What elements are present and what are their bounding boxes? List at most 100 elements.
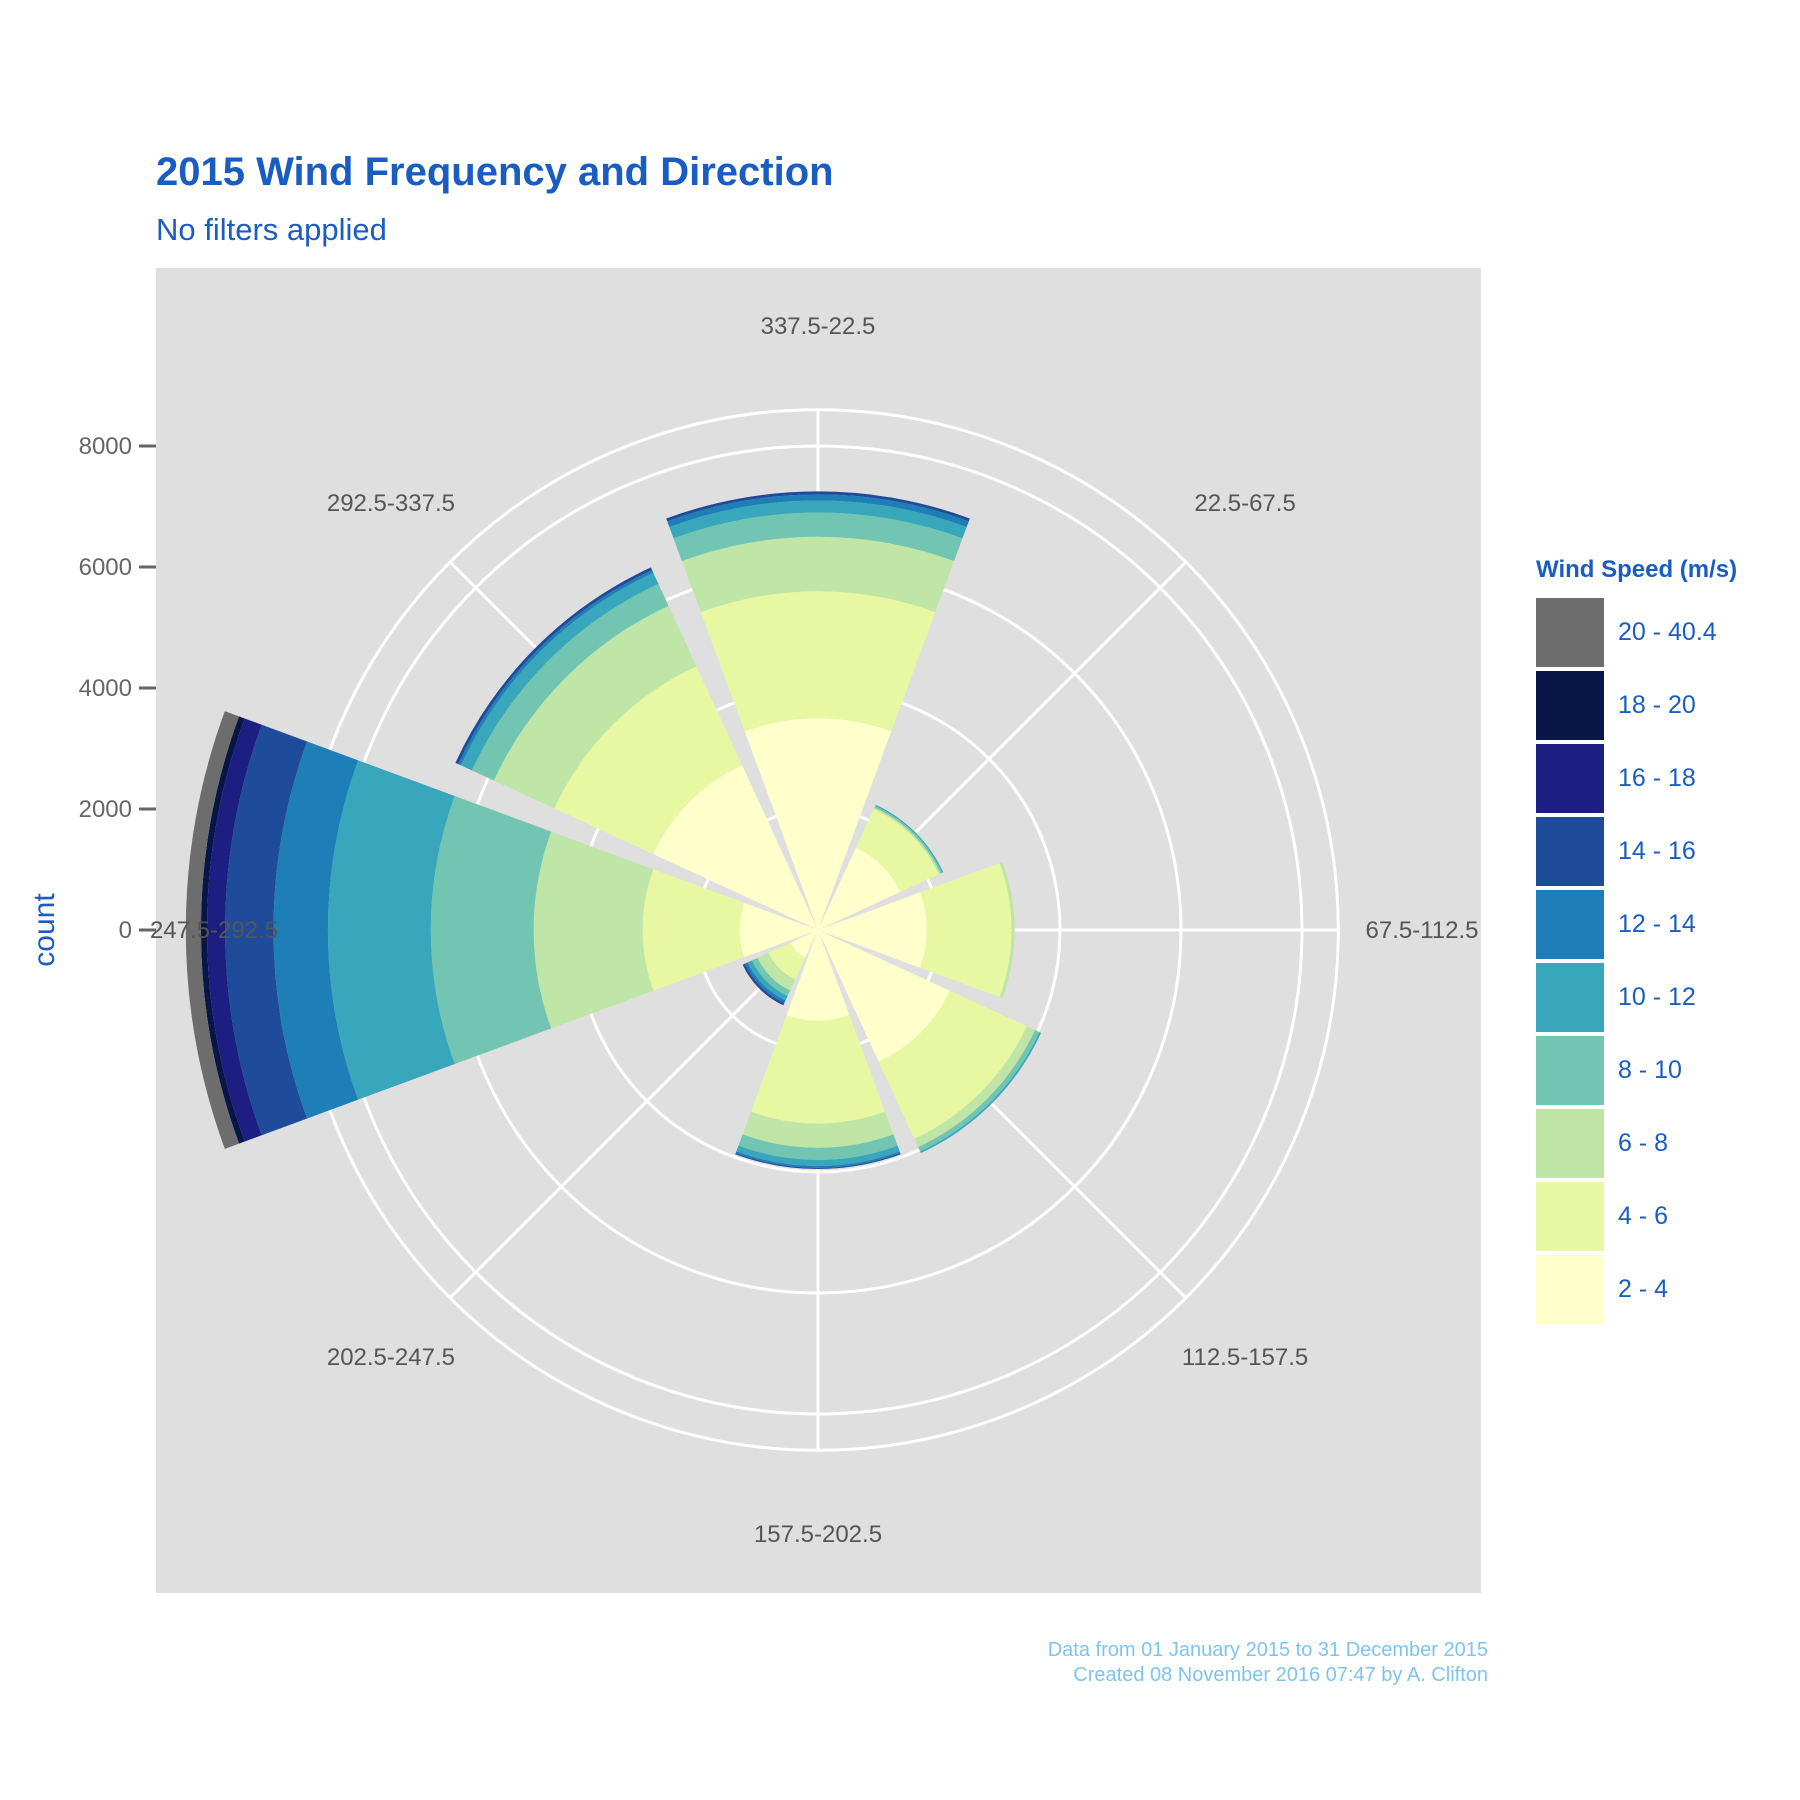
legend-label: 14 - 16 xyxy=(1618,837,1696,865)
bars-layer xyxy=(185,491,1042,1169)
bar-segment-157.5-202.5-6-8 xyxy=(742,1111,894,1148)
legend-label: 18 - 20 xyxy=(1618,691,1696,719)
legend-swatch xyxy=(1536,1255,1606,1324)
bar-segment-247.5-292.5-10-12 xyxy=(327,760,455,1100)
y-tick-label: 4000 xyxy=(79,675,132,702)
legend-item: 14 - 16 xyxy=(1536,815,1737,888)
legend-swatch xyxy=(1536,817,1606,886)
bar-segment-67.5-112.5-4-6 xyxy=(920,862,1012,998)
bar-segment-337.5-22.5-10-12 xyxy=(669,500,967,539)
legend-items: 20 - 40.4 18 - 20 16 - 18 14 - 16 12 - 14 10 … xyxy=(1536,596,1737,1326)
legend-label: 4 - 6 xyxy=(1618,1202,1669,1230)
bar-segment-112.5-157.5-2-4 xyxy=(818,930,950,1062)
legend-label: 6 - 8 xyxy=(1618,1129,1669,1157)
direction-labels: 337.5-22.5 22.5-67.5 67.5-112.5 112.5-157.5… xyxy=(150,313,1479,1548)
y-tick-label: 0 xyxy=(119,917,132,944)
bar-segment-22.5-67.5-2-4 xyxy=(818,847,901,930)
direction-label: 67.5-112.5 xyxy=(1366,917,1479,944)
direction-label: 157.5-202.5 xyxy=(754,1521,882,1548)
bar-segment-157.5-202.5-2-4 xyxy=(786,930,850,1021)
bar-segment-157.5-202.5-8-10 xyxy=(738,1134,898,1160)
bar-segment-157.5-202.5-12-14 xyxy=(735,1151,901,1168)
direction-label: 247.5-292.5 xyxy=(150,917,278,944)
bar-segment-247.5-292.5-12-14 xyxy=(273,741,359,1119)
bar-segment-202.5-247.5-2-4 xyxy=(790,930,818,958)
legend-item: 6 - 8 xyxy=(1536,1107,1737,1180)
bar-segment-157.5-202.5-14-16 xyxy=(735,1153,901,1169)
legend-label: 2 - 4 xyxy=(1618,1275,1669,1303)
bar-segment-247.5-292.5-8-10 xyxy=(430,795,552,1065)
bar-segment-22.5-67.5-4-6 xyxy=(855,809,939,893)
bar-segment-202.5-247.5-6-8 xyxy=(757,952,796,991)
bar-segment-247.5-292.5-6-8 xyxy=(533,831,654,1029)
bar-segment-292.5-337.5-10-12 xyxy=(460,572,659,771)
bar-segment-292.5-337.5-4-6 xyxy=(554,666,743,855)
legend-swatch xyxy=(1536,744,1606,813)
caption-line-2: Created 08 November 2016 07:47 by A. Cli… xyxy=(1073,1664,1488,1686)
bar-segment-337.5-22.5-6-8 xyxy=(681,536,955,613)
legend-swatch xyxy=(1536,1182,1606,1251)
legend-swatch xyxy=(1536,671,1606,740)
bar-segment-112.5-157.5-4-6 xyxy=(878,990,1027,1139)
legend-item: 20 - 40.4 xyxy=(1536,596,1737,669)
direction-label: 202.5-247.5 xyxy=(327,1344,455,1371)
bar-segment-202.5-247.5-12-14 xyxy=(744,962,786,1004)
chart-subtitle: No filters applied xyxy=(156,212,387,247)
y-axis: 0 2000 4000 6000 8000 xyxy=(79,433,156,944)
legend-item: 2 - 4 xyxy=(1536,1253,1737,1326)
legend-swatch xyxy=(1536,1109,1606,1178)
bar-segment-292.5-337.5-6-8 xyxy=(493,605,697,809)
legend-swatch xyxy=(1536,963,1606,1032)
legend-item: 12 - 14 xyxy=(1536,888,1737,961)
bar-segment-247.5-292.5-2-4 xyxy=(739,902,818,958)
legend-title: Wind Speed (m/s) xyxy=(1536,556,1738,583)
bar-segment-292.5-337.5-2-4 xyxy=(653,765,818,930)
legend-item: 8 - 10 xyxy=(1536,1034,1737,1107)
caption-line-1: Data from 01 January 2015 to 31 December… xyxy=(1047,1639,1488,1661)
bar-segment-202.5-247.5-4-6 xyxy=(768,942,806,980)
bar-segment-292.5-337.5-8-10 xyxy=(471,583,669,781)
legend-label: 20 - 40.4 xyxy=(1618,618,1717,646)
bar-segment-202.5-247.5-10-12 xyxy=(747,960,788,1001)
bar-segment-247.5-292.5-14-16 xyxy=(225,724,308,1136)
bar-segment-157.5-202.5-4-6 xyxy=(750,1015,886,1124)
grid-spoke xyxy=(449,928,820,1299)
chart-title: 2015 Wind Frequency and Direction xyxy=(156,150,834,194)
bar-segment-247.5-292.5-4-6 xyxy=(642,869,745,991)
bar-segment-67.5-112.5-2-4 xyxy=(818,892,927,968)
bar-segment-247.5-292.5-18-20 xyxy=(200,716,245,1144)
direction-label: 112.5-157.5 xyxy=(1182,1344,1308,1371)
caption: Data from 01 January 2015 to 31 December… xyxy=(1048,1638,1488,1688)
legend-label: 10 - 12 xyxy=(1618,983,1696,1011)
y-tick-label: 2000 xyxy=(79,796,132,823)
legend-swatch xyxy=(1536,1036,1606,1105)
bar-segment-67.5-112.5-6-8 xyxy=(999,861,1015,999)
legend-swatch xyxy=(1536,890,1606,959)
bar-segment-337.5-22.5-8-10 xyxy=(673,512,963,562)
direction-label: 337.5-22.5 xyxy=(761,313,876,340)
legend-label: 16 - 18 xyxy=(1618,764,1696,792)
bar-segment-202.5-247.5-8-10 xyxy=(752,957,791,996)
direction-label: 22.5-67.5 xyxy=(1194,490,1295,517)
y-tick-label: 6000 xyxy=(79,554,132,581)
bar-segment-247.5-292.5-20-40.4 xyxy=(185,711,240,1149)
y-tick-label: 8000 xyxy=(79,433,132,460)
legend-item: 16 - 18 xyxy=(1536,742,1737,815)
bar-segment-337.5-22.5-4-6 xyxy=(700,591,936,732)
legend-swatch xyxy=(1536,598,1606,667)
bar-segment-337.5-22.5-2-4 xyxy=(744,718,892,930)
legend-item: 10 - 12 xyxy=(1536,961,1737,1034)
legend-item: 4 - 6 xyxy=(1536,1180,1737,1253)
legend-label: 8 - 10 xyxy=(1618,1056,1682,1084)
legend-label: 12 - 14 xyxy=(1618,910,1696,938)
bar-segment-337.5-22.5-12-14 xyxy=(667,494,969,527)
legend-item: 18 - 20 xyxy=(1536,669,1737,742)
y-axis-label: count xyxy=(28,893,61,967)
bar-segment-157.5-202.5-10-12 xyxy=(736,1145,900,1166)
bar-segment-247.5-292.5-16-18 xyxy=(206,718,262,1142)
bar-segment-112.5-157.5-6-8 xyxy=(914,1026,1036,1148)
direction-label: 292.5-337.5 xyxy=(327,490,455,517)
bar-segment-337.5-22.5-14-16 xyxy=(666,491,970,522)
legend: Wind Speed (m/s) 20 - 40.4 18 - 20 16 - 18… xyxy=(1536,556,1737,1326)
